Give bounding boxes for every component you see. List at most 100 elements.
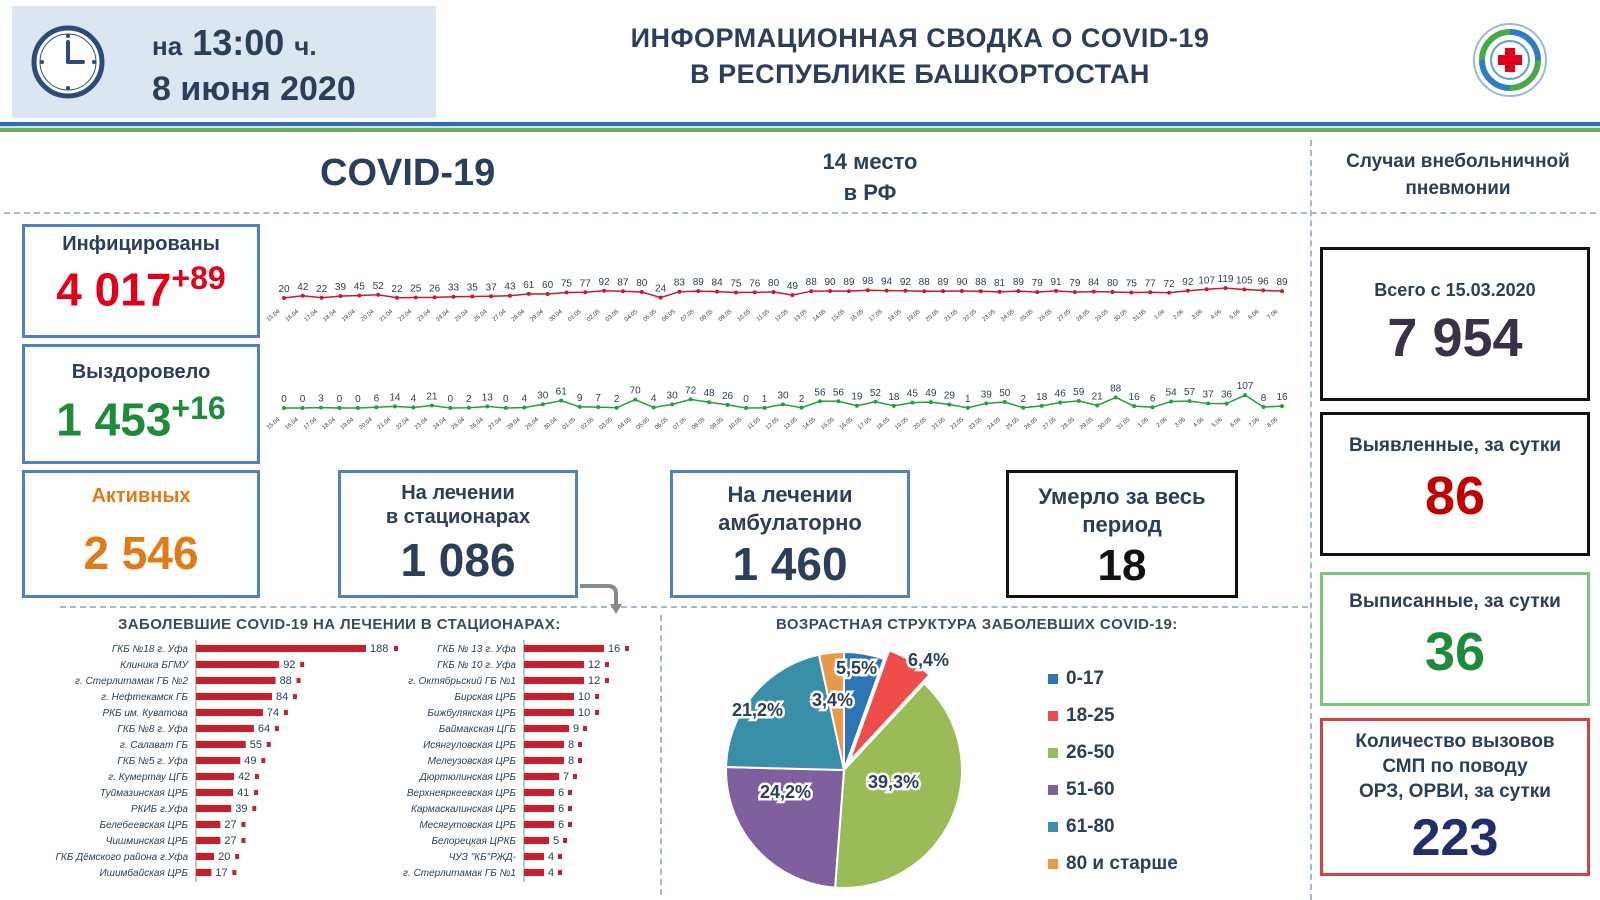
hospital-right-bar (524, 821, 554, 828)
age-legend: 0-17 18-25 26-50 51-60 61-80 80 и старше (1048, 660, 1178, 882)
hospital-right-bar (524, 853, 544, 860)
recovered-data-label: 52 (870, 388, 882, 399)
hospital-right-bar (524, 789, 554, 796)
pie-slice-label: 39,3% (868, 772, 919, 792)
recovered-point (965, 405, 970, 410)
infected-point (1091, 289, 1096, 294)
recovered-tick-label: 09.05 (709, 417, 725, 432)
hospital-left-category-label: РКБ им. Куватова (102, 708, 188, 719)
recovered-point (1261, 405, 1266, 410)
recovered-point (947, 402, 952, 407)
recovered-data-label: 0 (355, 394, 361, 405)
legend-label: 80 и старше (1066, 852, 1178, 874)
infected-point (394, 295, 399, 300)
infected-data-label: 75 (561, 279, 573, 290)
recovered-tick-label: 20.04 (358, 417, 374, 432)
infected-point (639, 290, 644, 294)
hospital-right-value-label: 10 (578, 691, 590, 703)
infected-tick-label: 15.04 (266, 309, 282, 324)
hospital-right-value-label: 4 (548, 867, 554, 879)
pie-slice-label: 24,2% (760, 782, 811, 802)
hospital-left-bar (196, 821, 221, 828)
hospital-left-marker (232, 870, 237, 875)
recovered-data-label: 21 (426, 391, 438, 402)
recovered-data-label: 30 (667, 390, 679, 401)
hospital-left-category-label: г. Нефтекамск ГБ (101, 691, 188, 703)
infected-data-label: 84 (712, 278, 724, 289)
recovered-tick-label: 27.04 (488, 417, 504, 432)
recovered-data-label: 2 (614, 394, 620, 405)
ambulance-calls-value: 223 (1411, 809, 1499, 867)
recovered-tick-label: 19.05 (894, 417, 910, 432)
infected-data-label: 92 (599, 277, 611, 288)
infected-tick-label: 26.04 (473, 309, 489, 324)
recovered-point (596, 405, 601, 410)
recovered-tick-label: 24.04 (432, 417, 448, 432)
recovered-point (355, 406, 360, 410)
hospital-left-category-label: Туймазинская ЦРБ (100, 788, 189, 799)
recovered-data-label: 16 (1276, 392, 1288, 403)
recovered-point (411, 405, 416, 410)
hospital-left-bar (196, 741, 246, 748)
infected-tick-label: 27.04 (492, 309, 508, 324)
legend-swatch (1048, 821, 1058, 832)
recovered-point (910, 400, 915, 405)
infected-data-label: 96 (1258, 276, 1270, 287)
infected-tick-label: 09.05 (718, 309, 734, 324)
hospital-right-marker (605, 678, 609, 683)
hospital-left-category-label: г. Салават ГБ (120, 740, 189, 751)
recovered-data-label: 0 (503, 394, 509, 405)
active-card: Активных 2 546 (22, 470, 260, 598)
recovered-point (1280, 404, 1284, 409)
covid-heading: COVID-19 (320, 152, 496, 194)
hospital-left-marker (235, 854, 240, 859)
recovered-point (337, 406, 342, 410)
recovered-tick-label: 29.05 (1079, 417, 1095, 432)
infected-tick-label: 17.05 (868, 309, 884, 324)
hospital-right-category-label: ЧУЗ "КБ"РЖД- (449, 852, 517, 863)
infected-point (790, 293, 795, 298)
recovered-tick-label: 16.04 (284, 417, 300, 432)
infected-point (583, 290, 588, 295)
infected-tick-label: 19.04 (341, 309, 357, 324)
hospital-right-bar (524, 645, 604, 652)
infected-point (658, 295, 663, 300)
pneumonia-detected-card: Выявленные, за сутки 86 (1320, 412, 1590, 556)
infected-tick-label: 23.04 (417, 309, 433, 324)
hospital-right-value-label: 8 (568, 755, 574, 767)
recovered-data-label: 57 (1184, 387, 1196, 398)
infected-data-label: 92 (900, 277, 912, 288)
legend-swatch (1048, 747, 1058, 758)
page-title: ИНФОРМАЦИОННАЯ СВОДКА О COVID-19 В РЕСПУ… (630, 23, 1210, 89)
recovered-tick-label: 15.05 (820, 417, 836, 432)
deaths-label: Умерло за весь период (1038, 484, 1206, 537)
pneumonia-total-value: 7 954 (1387, 308, 1523, 368)
recovered-data-label: 0 (281, 394, 287, 405)
infected-data-label: 76 (749, 278, 761, 289)
infected-tick-label: 08.05 (699, 309, 715, 324)
hospital-right-marker (625, 646, 629, 651)
hospital-right-value-label: 4 (548, 851, 554, 863)
hospital-right-value-label: 16 (608, 643, 620, 655)
infected-data-label: 98 (862, 276, 874, 287)
infected-tick-label: 26.05 (1038, 309, 1054, 324)
hospital-left-category-label: ГКБ №18 г. Уфа (112, 643, 189, 655)
recovered-data-label: 1 (762, 394, 768, 405)
hospital-left-category-label: ГКБ Дёмского района г.Уфа (55, 851, 188, 863)
divider (660, 615, 662, 895)
recovered-tick-label: 19.04 (340, 417, 356, 432)
infected-data-label: 80 (768, 278, 780, 289)
infected-point (846, 289, 851, 294)
hospital-right-value-label: 12 (588, 659, 600, 671)
recovered-tick-label: 20.05 (913, 417, 929, 432)
infected-tick-label: 02.05 (586, 309, 602, 324)
hospital-right-marker (595, 710, 599, 715)
pie-slice-label: 3,4% (812, 690, 853, 710)
deaths-value: 18 (1097, 541, 1147, 590)
hospital-left-bar (196, 725, 254, 732)
hospital-right-bar (524, 661, 584, 668)
recovered-data-label: 56 (814, 387, 826, 398)
hospital-left-value-label: 84 (276, 691, 288, 703)
recovered-data-label: 6 (1150, 393, 1156, 404)
infected-data-label: 22 (391, 284, 403, 295)
